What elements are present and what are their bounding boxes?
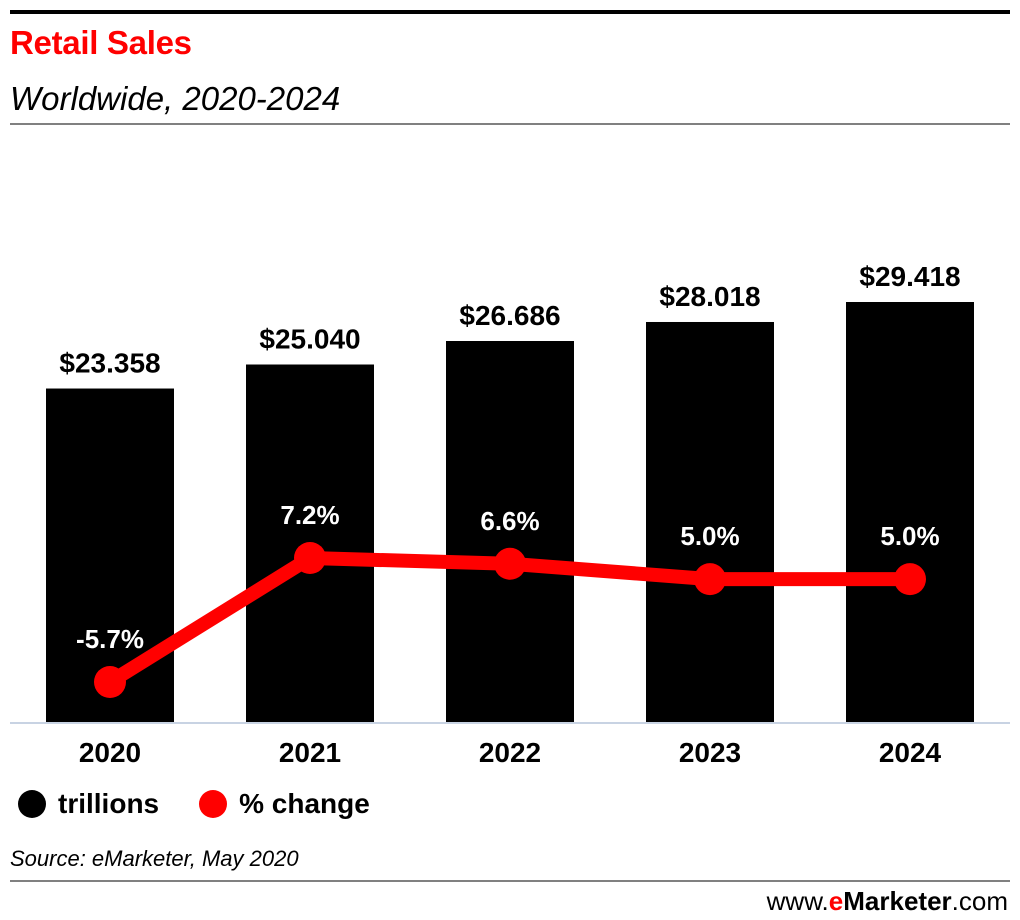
percent-change-point: [294, 542, 326, 574]
bar-2024: [846, 302, 974, 722]
legend-label: trillions: [58, 788, 160, 819]
percent-change-point: [494, 547, 526, 580]
percent-change-point: [694, 563, 726, 596]
x-tick-label: 2022: [479, 737, 541, 768]
footer-rule: [10, 880, 1010, 882]
legend: trillions % change: [18, 786, 410, 822]
bar-2023: [646, 321, 774, 722]
brand-suffix: .com: [951, 886, 1008, 916]
subtitle-rule: [10, 123, 1010, 125]
percent-change-point: [894, 563, 926, 596]
legend-label: % change: [239, 788, 370, 819]
brand-name: Marketer: [843, 886, 952, 916]
chart-subtitle: Worldwide, 2020-2024: [10, 80, 341, 117]
percent-change-label: -5.7%: [76, 624, 144, 654]
brand-e: e: [828, 886, 844, 916]
top-rule: [10, 10, 1010, 14]
brand-prefix: www.: [766, 886, 829, 916]
legend-item-trillions: trillions: [18, 788, 159, 820]
percent-change-label: 6.6%: [480, 506, 539, 536]
x-tick-label: 2023: [679, 737, 741, 768]
bar-value-label: $29.418: [859, 261, 960, 292]
circle-icon: [18, 790, 46, 818]
x-tick-label: 2021: [279, 737, 341, 768]
percent-change-label: 5.0%: [680, 521, 739, 551]
percent-change-point: [94, 666, 126, 698]
bar-2022: [446, 341, 574, 722]
circle-icon: [199, 790, 228, 818]
x-tick-label: 2024: [879, 737, 942, 768]
chart-plot: $23.358 $25.040 $26.686 $28.018 $29.418 2020 2…: [10, 261, 1010, 768]
brand-logo: www.eMarketer.com: [767, 886, 1008, 917]
source-note: Source: eMarketer, May 2020: [10, 846, 299, 871]
chart-title: Retail Sales: [10, 24, 192, 61]
legend-item-percent-change: % change: [199, 788, 370, 820]
percent-change-label: 7.2%: [280, 500, 339, 530]
bar-value-label: $26.686: [459, 300, 560, 331]
bar-value-label: $25.040: [259, 324, 360, 355]
bar-value-label: $23.358: [59, 348, 160, 379]
percent-change-label: 5.0%: [880, 521, 939, 551]
x-tick-label: 2020: [79, 737, 141, 768]
bar-value-label: $28.018: [659, 281, 760, 312]
